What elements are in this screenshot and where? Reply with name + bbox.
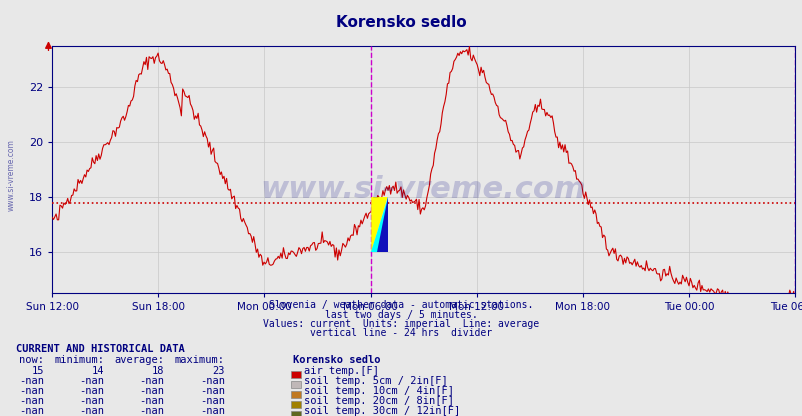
Text: -nan: -nan [140, 386, 164, 396]
Text: Korensko sedlo: Korensko sedlo [336, 15, 466, 30]
Text: -nan: -nan [140, 376, 164, 386]
Text: CURRENT AND HISTORICAL DATA: CURRENT AND HISTORICAL DATA [16, 344, 184, 354]
Text: -nan: -nan [19, 396, 44, 406]
Text: air temp.[F]: air temp.[F] [304, 366, 379, 376]
Text: maximum:: maximum: [175, 355, 225, 365]
Text: -nan: -nan [200, 386, 225, 396]
Text: 15: 15 [31, 366, 44, 376]
Text: soil temp. 30cm / 12in[F]: soil temp. 30cm / 12in[F] [304, 406, 460, 416]
Text: 14: 14 [91, 366, 104, 376]
Text: -nan: -nan [19, 376, 44, 386]
Text: 18: 18 [152, 366, 164, 376]
Text: -nan: -nan [79, 376, 104, 386]
Polygon shape [371, 197, 387, 252]
Text: average:: average: [115, 355, 164, 365]
Text: -nan: -nan [200, 396, 225, 406]
Text: now:: now: [19, 355, 44, 365]
Text: Korensko sedlo: Korensko sedlo [293, 355, 380, 365]
Text: 23: 23 [212, 366, 225, 376]
Text: Slovenia / weather data - automatic stations.: Slovenia / weather data - automatic stat… [269, 300, 533, 310]
Polygon shape [371, 197, 387, 252]
Text: soil temp. 10cm / 4in[F]: soil temp. 10cm / 4in[F] [304, 386, 454, 396]
Text: www.si-vreme.com: www.si-vreme.com [261, 175, 585, 204]
Text: www.si-vreme.com: www.si-vreme.com [6, 139, 15, 210]
Text: -nan: -nan [140, 406, 164, 416]
Text: -nan: -nan [19, 386, 44, 396]
Text: minimum:: minimum: [55, 355, 104, 365]
Polygon shape [376, 197, 387, 252]
Text: soil temp. 5cm / 2in[F]: soil temp. 5cm / 2in[F] [304, 376, 448, 386]
Text: -nan: -nan [79, 396, 104, 406]
Text: vertical line - 24 hrs  divider: vertical line - 24 hrs divider [310, 328, 492, 338]
Text: -nan: -nan [79, 386, 104, 396]
Text: last two days / 5 minutes.: last two days / 5 minutes. [325, 310, 477, 319]
Text: Values: current  Units: imperial  Line: average: Values: current Units: imperial Line: av… [263, 319, 539, 329]
Text: -nan: -nan [19, 406, 44, 416]
Text: -nan: -nan [140, 396, 164, 406]
Text: soil temp. 20cm / 8in[F]: soil temp. 20cm / 8in[F] [304, 396, 454, 406]
Text: -nan: -nan [200, 406, 225, 416]
Text: -nan: -nan [200, 376, 225, 386]
Text: -nan: -nan [79, 406, 104, 416]
